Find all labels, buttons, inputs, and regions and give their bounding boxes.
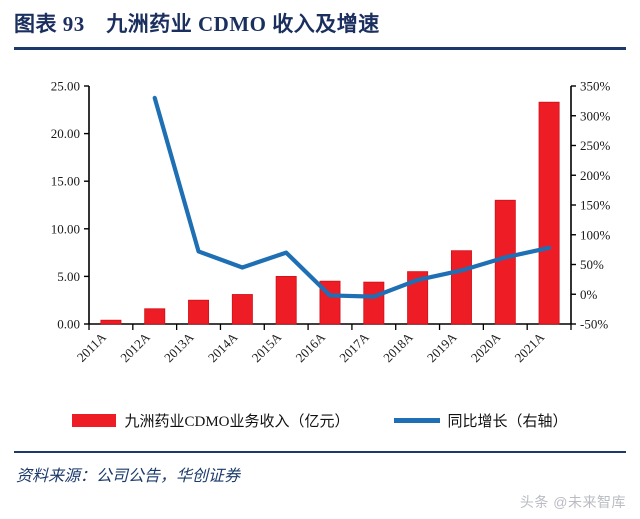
bar-2021A xyxy=(538,101,560,325)
category-label-2014A: 2014A xyxy=(205,329,241,365)
chart-header: 图表 93 九洲药业 CDMO 收入及增速 xyxy=(0,0,640,56)
category-label-2012A: 2012A xyxy=(117,329,153,365)
chart-legend: 九洲药业CDMO业务收入（亿元） 同比增长（右轴） xyxy=(0,403,640,437)
right-axis-tick-label: 50% xyxy=(580,257,604,272)
legend-label-revenue: 九洲药业CDMO业务收入（亿元） xyxy=(124,413,350,430)
source-note: 资料来源：公司公告，华创证券 xyxy=(16,468,241,485)
bar-2015A xyxy=(275,275,297,325)
bar-2014A xyxy=(231,294,253,325)
right-axis-tick-label: 100% xyxy=(580,227,611,242)
bar-2018A xyxy=(407,271,429,325)
right-axis-tick-label: -50% xyxy=(580,317,608,332)
page-title: 图表 93 九洲药业 CDMO 收入及增速 xyxy=(14,12,380,36)
category-label-2021A: 2021A xyxy=(512,329,548,365)
bar-2013A xyxy=(188,299,210,325)
bar-2019A xyxy=(450,250,472,325)
right-axis-tick-label: 0% xyxy=(580,287,598,302)
combo-chart: 0.00 5.00 10.00 15.00 20.00 25.00 -50% 0% 50% 100… xyxy=(51,79,611,366)
bar-2017A xyxy=(363,281,385,325)
growth-line-series xyxy=(152,95,552,299)
category-label-2011A: 2011A xyxy=(74,329,110,365)
category-label-2017A: 2017A xyxy=(336,329,372,365)
right-axis-tick-label: 250% xyxy=(580,138,611,153)
right-axis-tick-label: 200% xyxy=(580,168,611,183)
left-axis-tick-label: 5.00 xyxy=(57,269,80,284)
bar-2020A xyxy=(494,199,516,325)
category-label-2018A: 2018A xyxy=(380,329,416,365)
category-label-2013A: 2013A xyxy=(161,329,197,365)
chart-plot-area: 0.00 5.00 10.00 15.00 20.00 25.00 -50% 0% 50% 100… xyxy=(0,60,640,400)
legend-bar-swatch-icon xyxy=(72,413,117,427)
watermark-label: 头条 @未来智库 xyxy=(519,494,626,510)
left-axis-tick-label: 15.00 xyxy=(51,174,80,189)
right-axis-tick-label: 150% xyxy=(580,198,611,213)
legend-label-growth: 同比增长（右轴） xyxy=(447,413,568,430)
bar-2012A xyxy=(144,308,166,325)
footer-divider xyxy=(14,451,626,453)
category-label-2019A: 2019A xyxy=(424,329,460,365)
category-label-2020A: 2020A xyxy=(468,329,504,365)
left-axis-tick-label: 10.00 xyxy=(51,221,80,236)
header-divider xyxy=(14,47,626,50)
legend-line-swatch-icon xyxy=(393,417,440,423)
legend-item-growth[interactable]: 同比增长（右轴） xyxy=(393,410,568,431)
right-axis-tick-label: 350% xyxy=(580,79,611,94)
left-axis-tick-label: 20.00 xyxy=(51,126,80,141)
category-label-2015A: 2015A xyxy=(249,329,285,365)
left-axis-tick-label: 0.00 xyxy=(57,317,80,332)
legend-item-revenue[interactable]: 九洲药业CDMO业务收入（亿元） xyxy=(72,410,350,431)
category-label-2016A: 2016A xyxy=(292,329,328,365)
left-axis-tick-label: 25.00 xyxy=(51,79,80,94)
bar-2011A xyxy=(100,319,122,325)
right-axis-tick-label: 300% xyxy=(580,108,611,123)
